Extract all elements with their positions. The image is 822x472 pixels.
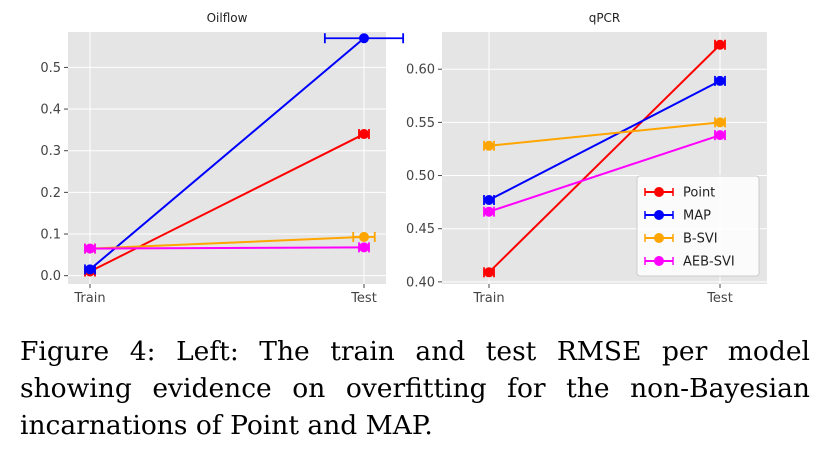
data-point bbox=[715, 130, 725, 141]
data-point bbox=[715, 75, 725, 86]
legend-label: AEB-SVI bbox=[683, 255, 735, 270]
data-point bbox=[484, 195, 494, 205]
series-line-b-svi bbox=[488, 121, 721, 147]
y-tick-label: 0.45 bbox=[406, 222, 435, 237]
data-point bbox=[359, 129, 369, 140]
data-point bbox=[359, 231, 369, 242]
data-point bbox=[484, 140, 494, 151]
legend-box bbox=[636, 175, 760, 277]
y-tick-label: 0.0 bbox=[40, 269, 61, 284]
y-tick-label: 0.5 bbox=[40, 61, 61, 76]
chart-title: qPCR bbox=[589, 11, 621, 25]
x-tick-label: Train bbox=[73, 291, 105, 306]
series-line-b-svi bbox=[89, 235, 365, 250]
legend-swatch-marker bbox=[654, 233, 664, 243]
y-tick-label: 0.50 bbox=[406, 169, 435, 184]
chart-qpcr: qPCR 0.40 0.45 0.50 0.55 0.60 Train Test Point MA… bbox=[406, 11, 767, 306]
data-point bbox=[484, 206, 494, 217]
x-tick-label: Test bbox=[350, 291, 377, 306]
data-point bbox=[715, 39, 725, 50]
legend-label: B-SVI bbox=[683, 232, 718, 247]
figure-charts: Oilflow 0.0 0.1 0.2 0.3 0.4 0.5 Train Test qPCR 0… bbox=[40, 11, 767, 306]
data-point bbox=[359, 242, 369, 253]
y-tick-label: 0.40 bbox=[406, 275, 435, 290]
y-tick-label: 0.2 bbox=[40, 186, 61, 201]
x-tick-label: Train bbox=[472, 291, 504, 306]
figure-caption: Figure 4: Left: The train and test RMSE … bbox=[20, 336, 810, 441]
legend-swatch-marker bbox=[654, 256, 664, 266]
y-tick-label: 0.1 bbox=[40, 228, 61, 243]
chart-oilflow: Oilflow 0.0 0.1 0.2 0.3 0.4 0.5 Train Test bbox=[40, 11, 405, 306]
data-point bbox=[484, 267, 494, 278]
data-point bbox=[85, 264, 95, 275]
data-point bbox=[85, 243, 95, 254]
data-point bbox=[359, 33, 369, 44]
y-tick-label: 0.4 bbox=[40, 103, 61, 118]
legend-label: Point bbox=[683, 186, 715, 201]
series-line-map bbox=[488, 80, 721, 201]
plot-area bbox=[68, 32, 386, 284]
x-tick-label: Test bbox=[706, 291, 733, 306]
legend-label: MAP bbox=[683, 209, 711, 224]
y-tick-label: 0.60 bbox=[406, 63, 435, 78]
y-tick-label: 0.3 bbox=[40, 144, 61, 159]
series-line-map bbox=[89, 37, 365, 271]
data-point bbox=[715, 117, 725, 128]
series-line-aeb-svi bbox=[488, 134, 721, 213]
y-tick-label: 0.55 bbox=[406, 116, 435, 131]
series-line-aeb-svi bbox=[89, 246, 365, 250]
legend-swatch-marker bbox=[654, 210, 664, 220]
legend-swatch-marker bbox=[654, 187, 664, 197]
series-line-point bbox=[488, 44, 721, 274]
chart-title: Oilflow bbox=[207, 11, 248, 25]
